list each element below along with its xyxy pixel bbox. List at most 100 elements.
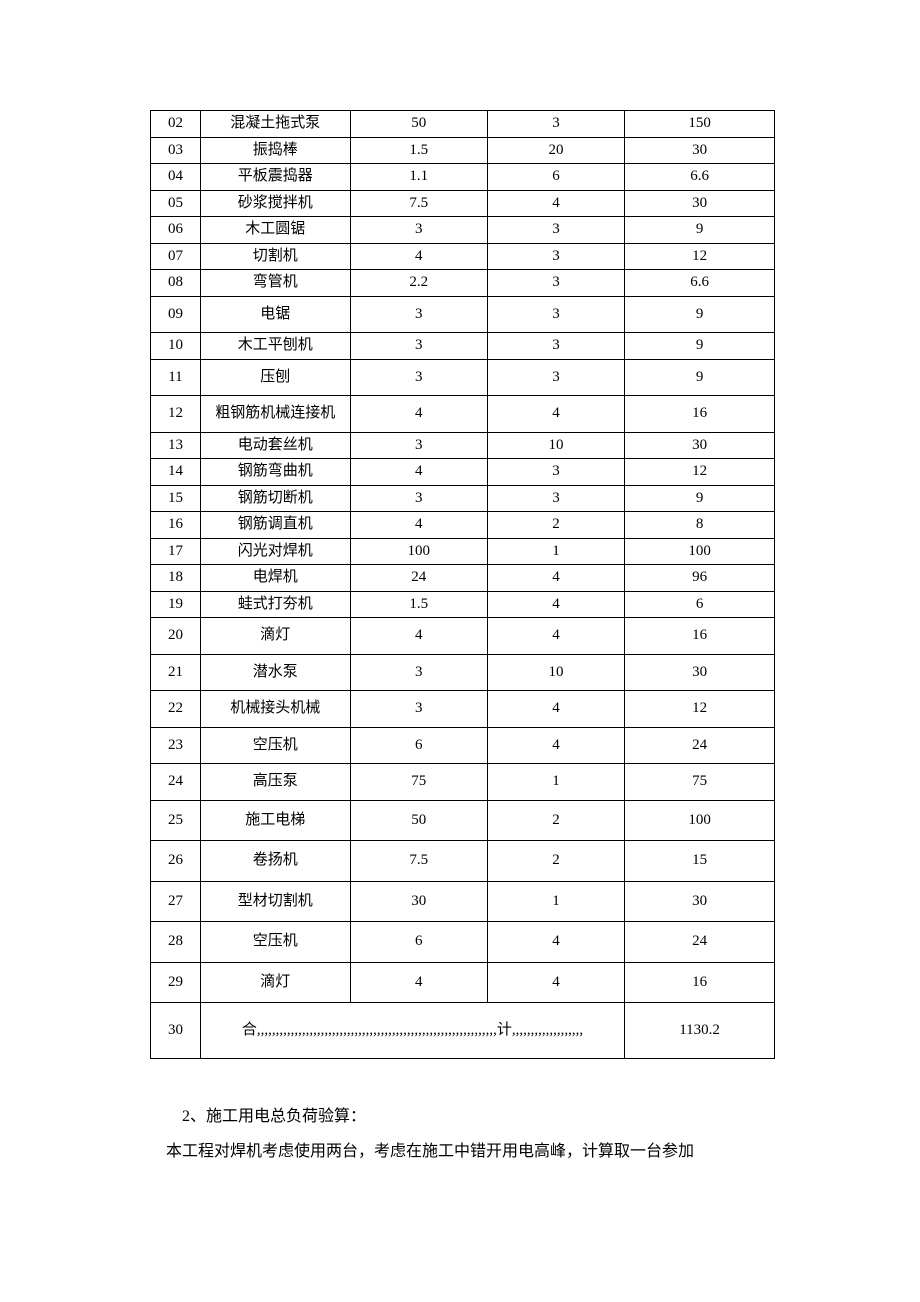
table-cell: 4 xyxy=(350,243,487,270)
table-cell: 3 xyxy=(487,333,624,360)
table-cell: 平板震捣器 xyxy=(200,164,350,191)
table-cell: 电锯 xyxy=(200,296,350,333)
table-cell: 16 xyxy=(625,962,775,1003)
table-cell: 12 xyxy=(625,691,775,728)
table-cell: 29 xyxy=(151,962,201,1003)
table-row: 29滴灯4416 xyxy=(151,962,775,1003)
table-cell: 15 xyxy=(625,841,775,882)
table-row: 27型材切割机30130 xyxy=(151,881,775,922)
table-row: 04平板震捣器1.166.6 xyxy=(151,164,775,191)
table-cell: 潜水泵 xyxy=(200,654,350,691)
table-cell: 10 xyxy=(151,333,201,360)
total-value-cell: 1130.2 xyxy=(625,1003,775,1059)
table-cell: 粗钢筋机械连接机 xyxy=(200,396,350,433)
table-cell: 1 xyxy=(487,538,624,565)
table-cell: 型材切割机 xyxy=(200,881,350,922)
table-row: 16钢筋调直机428 xyxy=(151,512,775,539)
table-cell: 4 xyxy=(350,512,487,539)
table-row: 10木工平刨机339 xyxy=(151,333,775,360)
total-row: 30合,,,,,,,,,,,,,,,,,,,,,,,,,,,,,,,,,,,,,… xyxy=(151,1003,775,1059)
table-cell: 木工平刨机 xyxy=(200,333,350,360)
table-cell: 1 xyxy=(487,764,624,801)
table-row: 17闪光对焊机1001100 xyxy=(151,538,775,565)
table-cell: 弯管机 xyxy=(200,270,350,297)
table-cell: 23 xyxy=(151,727,201,764)
table-row: 09电锯339 xyxy=(151,296,775,333)
table-cell: 100 xyxy=(350,538,487,565)
table-cell: 50 xyxy=(350,800,487,841)
table-cell: 9 xyxy=(625,296,775,333)
table-row: 12粗钢筋机械连接机4416 xyxy=(151,396,775,433)
table-cell: 2 xyxy=(487,512,624,539)
table-row: 02混凝土拖式泵503150 xyxy=(151,111,775,138)
table-cell: 1.1 xyxy=(350,164,487,191)
table-cell: 3 xyxy=(350,333,487,360)
table-cell: 6 xyxy=(350,727,487,764)
table-cell: 4 xyxy=(487,618,624,655)
table-cell: 电焊机 xyxy=(200,565,350,592)
table-row: 20滴灯4416 xyxy=(151,618,775,655)
table-row: 24高压泵75175 xyxy=(151,764,775,801)
table-cell: 4 xyxy=(350,459,487,486)
table-cell: 16 xyxy=(151,512,201,539)
table-cell: 3 xyxy=(350,485,487,512)
table-row: 19蛙式打夯机1.546 xyxy=(151,591,775,618)
table-cell: 12 xyxy=(151,396,201,433)
table-cell: 4 xyxy=(487,396,624,433)
table-cell: 4 xyxy=(487,190,624,217)
table-cell: 96 xyxy=(625,565,775,592)
table-cell: 闪光对焊机 xyxy=(200,538,350,565)
table-row: 18电焊机24496 xyxy=(151,565,775,592)
table-cell: 3 xyxy=(350,691,487,728)
table-cell: 3 xyxy=(350,296,487,333)
table-cell: 蛙式打夯机 xyxy=(200,591,350,618)
table-row: 07切割机4312 xyxy=(151,243,775,270)
table-cell: 16 xyxy=(625,618,775,655)
table-cell: 3 xyxy=(487,270,624,297)
table-cell: 16 xyxy=(625,396,775,433)
table-cell: 04 xyxy=(151,164,201,191)
table-row: 28空压机6424 xyxy=(151,922,775,963)
table-cell: 30 xyxy=(350,881,487,922)
equipment-table: 02混凝土拖式泵50315003振捣棒1.5203004平板震捣器1.166.6… xyxy=(150,110,775,1059)
table-cell: 06 xyxy=(151,217,201,244)
table-cell: 25 xyxy=(151,800,201,841)
table-cell: 3 xyxy=(487,485,624,512)
body-text-section: 2、施工用电总负荷验算： 本工程对焊机考虑使用两台，考虑在施工中错开用电高峰，计… xyxy=(150,1099,775,1169)
table-cell: 4 xyxy=(487,691,624,728)
table-row: 03振捣棒1.52030 xyxy=(151,137,775,164)
table-cell: 15 xyxy=(151,485,201,512)
table-cell: 高压泵 xyxy=(200,764,350,801)
table-cell: 6.6 xyxy=(625,164,775,191)
table-cell: 6 xyxy=(487,164,624,191)
table-cell: 3 xyxy=(350,359,487,396)
table-cell: 18 xyxy=(151,565,201,592)
table-cell: 4 xyxy=(487,727,624,764)
table-cell: 22 xyxy=(151,691,201,728)
table-cell: 施工电梯 xyxy=(200,800,350,841)
table-cell: 钢筋弯曲机 xyxy=(200,459,350,486)
table-cell: 4 xyxy=(487,962,624,1003)
table-cell: 1.5 xyxy=(350,591,487,618)
table-cell: 9 xyxy=(625,217,775,244)
table-cell: 1.5 xyxy=(350,137,487,164)
table-cell: 30 xyxy=(625,137,775,164)
table-cell: 1 xyxy=(487,881,624,922)
table-cell: 14 xyxy=(151,459,201,486)
table-cell: 24 xyxy=(625,727,775,764)
paragraph-content: 本工程对焊机考虑使用两台，考虑在施工中错开用电高峰，计算取一台参加 xyxy=(150,1134,775,1169)
table-cell: 24 xyxy=(350,565,487,592)
table-cell: 滴灯 xyxy=(200,962,350,1003)
table-cell: 75 xyxy=(350,764,487,801)
table-cell: 木工圆锯 xyxy=(200,217,350,244)
table-cell: 24 xyxy=(151,764,201,801)
table-cell: 4 xyxy=(350,962,487,1003)
table-cell: 钢筋调直机 xyxy=(200,512,350,539)
table-cell: 滴灯 xyxy=(200,618,350,655)
table-cell: 4 xyxy=(487,565,624,592)
table-cell: 17 xyxy=(151,538,201,565)
table-cell: 150 xyxy=(625,111,775,138)
table-row: 25施工电梯502100 xyxy=(151,800,775,841)
paragraph-heading: 2、施工用电总负荷验算： xyxy=(150,1099,775,1134)
table-cell: 10 xyxy=(487,432,624,459)
